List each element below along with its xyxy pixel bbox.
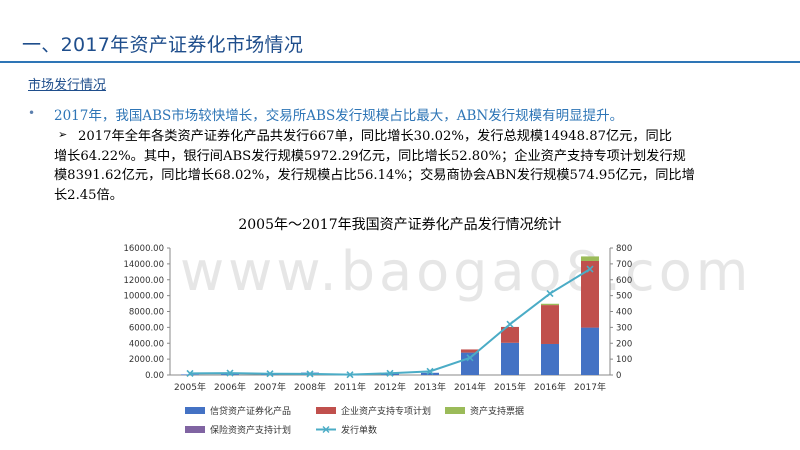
x-tick-label: 2016年 (534, 381, 566, 393)
right-tick-label: 400 (616, 308, 632, 318)
x-tick-label: 2013年 (414, 381, 446, 393)
left-tick-label: 16000.00 (123, 244, 164, 254)
arrow-bullet-icon: ➢ (58, 128, 68, 141)
right-tick-label: 600 (616, 276, 632, 286)
left-tick-label: 10000.00 (123, 292, 164, 302)
summary-paragraph: 2017年全年各类资产证券化产品共发行667单，同比增长30.02%，发行总规模… (54, 127, 779, 205)
x-tick-label: 2011年 (334, 381, 366, 393)
left-tick-label: 6000.00 (129, 323, 164, 333)
left-tick-label: 2000.00 (129, 355, 164, 365)
bar-segment (581, 256, 599, 261)
paragraph-line-2: 增长64.22%。其中，银行间ABS发行规模5972.29亿元，同比增长52.8… (54, 148, 686, 164)
x-tick-label: 2005年 (174, 381, 206, 393)
right-tick-label: 500 (616, 292, 632, 302)
bar-segment (181, 374, 199, 376)
legend-label: 保险资资产支持计划 (210, 424, 291, 436)
bar-segment (501, 342, 519, 375)
title-rule (0, 61, 800, 63)
count-point (466, 354, 474, 362)
left-tick-label: 8000.00 (129, 308, 164, 318)
x-tick-label: 2012年 (374, 381, 406, 393)
legend-label: 信贷资产证券化产品 (210, 405, 291, 417)
count-point (386, 369, 394, 377)
bar-segment (581, 327, 599, 375)
slide-title: 一、2017年资产证券化市场情况 (22, 34, 304, 56)
count-point (226, 369, 234, 377)
legend-label: 发行单数 (341, 424, 377, 436)
bar-segment (221, 374, 239, 375)
count-line (189, 268, 591, 376)
legend-swatch (316, 407, 336, 414)
bar-segment (541, 343, 559, 375)
left-tick-label: 14000.00 (123, 260, 164, 270)
bar-segment (581, 260, 599, 328)
left-tick-label: 12000.00 (123, 276, 164, 286)
paragraph-line-1: 2017年全年各类资产证券化产品共发行667单，同比增长30.02%，发行总规模… (78, 129, 672, 144)
legend-line-marker (322, 426, 330, 433)
chart-title: 2005年～2017年我国资产证券化产品发行情况统计 (238, 217, 562, 233)
right-tick-label: 0 (616, 371, 621, 381)
count-point (506, 320, 514, 328)
count-point (186, 369, 194, 377)
x-tick-label: 2007年 (254, 381, 286, 393)
right-tick-label: 200 (616, 339, 632, 349)
issuance-chart: 0.00 2000.00 4000.00 6000.00 8000.00 10000.00… (123, 244, 632, 436)
right-tick-label: 700 (616, 260, 632, 270)
bar-segment (541, 303, 559, 306)
right-tick-label: 800 (616, 244, 632, 254)
legend-swatch (185, 407, 205, 414)
right-tick-label: 100 (616, 355, 632, 365)
count-point (346, 371, 354, 379)
paragraph-line-4: 长2.45倍。 (54, 187, 123, 203)
bar-segment (461, 352, 479, 375)
legend-swatch (185, 426, 205, 433)
paragraph-line-3: 模8391.62亿元，同比增长68.02%，发行规模占比56.14%；交易商协会… (54, 168, 695, 183)
bar-segment (421, 372, 439, 375)
x-tick-label: 2008年 (294, 381, 326, 393)
legend-label: 资产支持票据 (470, 405, 524, 417)
bullet-text: 2017年，我国ABS市场较快增长，交易所ABS发行规模占比最大，ABN发行规模… (54, 108, 624, 124)
right-tick-label: 300 (616, 323, 632, 333)
count-point (266, 370, 274, 378)
bullet-dot-icon: • (28, 106, 36, 120)
count-point (306, 370, 314, 378)
x-tick-label: 2006年 (214, 381, 246, 393)
left-tick-label: 4000.00 (129, 339, 164, 349)
bar-segment (461, 349, 479, 353)
section-label: 市场发行情况 (28, 78, 107, 93)
count-point (546, 289, 554, 298)
bar-segment (541, 305, 559, 344)
x-tick-label: 2017年 (574, 381, 606, 393)
count-point (426, 367, 434, 375)
x-tick-label: 2014年 (454, 381, 486, 393)
count-point (586, 265, 594, 273)
legend-label: 企业资产支持专项计划 (341, 405, 431, 417)
x-tick-label: 2015年 (494, 381, 526, 393)
legend-swatch (445, 407, 465, 414)
bar-segment (501, 326, 519, 343)
left-tick-label: 0.00 (145, 371, 164, 381)
